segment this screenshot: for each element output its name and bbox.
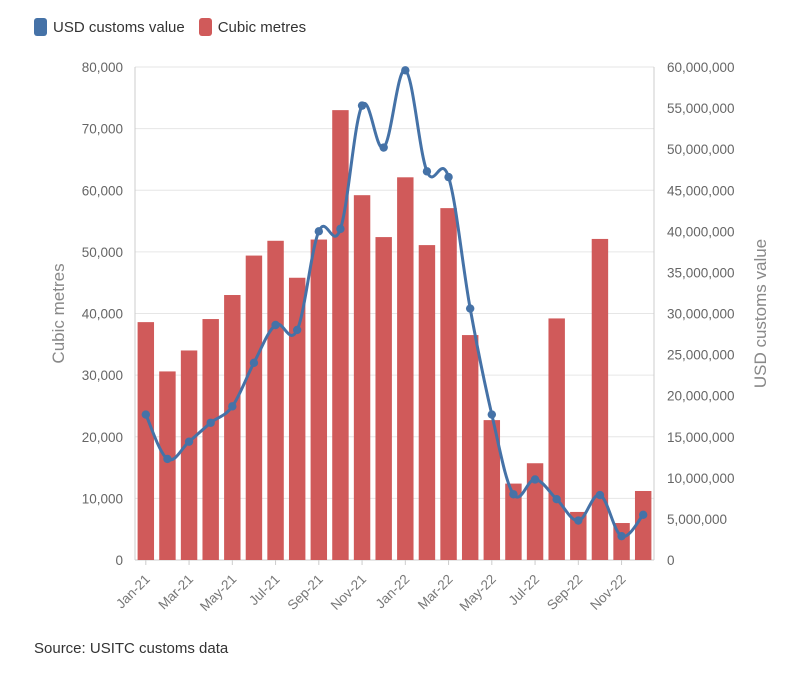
y-right-tick-label: 55,000,000 bbox=[667, 101, 735, 116]
line-point bbox=[401, 66, 410, 75]
bar bbox=[180, 350, 198, 560]
line-point bbox=[422, 167, 432, 176]
bar bbox=[224, 295, 241, 560]
series-line-usd bbox=[144, 68, 645, 538]
legend-item-cubic[interactable]: Cubic metres bbox=[198, 18, 307, 36]
y-right-tick-label: 10,000,000 bbox=[667, 471, 735, 486]
line-point bbox=[249, 358, 259, 367]
bar bbox=[526, 463, 544, 560]
line-point bbox=[206, 418, 215, 427]
line-point bbox=[487, 410, 497, 419]
legend-swatch-usd bbox=[34, 18, 47, 36]
line-point bbox=[336, 224, 345, 234]
bar bbox=[202, 319, 219, 560]
y-right-tick-label: 0 bbox=[667, 553, 675, 568]
bar bbox=[310, 239, 328, 561]
x-tick-label: Jan-21 bbox=[113, 572, 153, 612]
bar bbox=[505, 483, 522, 560]
x-tick-label: Sep-21 bbox=[285, 572, 326, 613]
bar bbox=[548, 318, 565, 560]
bar bbox=[634, 490, 652, 560]
y-left-tick-label: 80,000 bbox=[82, 60, 123, 75]
x-tick-label: Jul-22 bbox=[506, 572, 543, 609]
bar bbox=[397, 177, 414, 560]
legend-swatch-cubic bbox=[198, 18, 212, 36]
y-left-axis-title: Cubic metres bbox=[49, 263, 68, 363]
y-left-tick-label: 0 bbox=[115, 553, 123, 568]
line-point bbox=[163, 454, 172, 464]
line-point bbox=[530, 475, 540, 484]
line-point bbox=[595, 490, 605, 500]
y-right-tick-label: 25,000,000 bbox=[667, 348, 735, 363]
line-point bbox=[574, 516, 583, 525]
legend-label-cubic: Cubic metres bbox=[217, 18, 307, 36]
y-left-tick-label: 70,000 bbox=[82, 122, 123, 137]
bar bbox=[288, 277, 306, 560]
line-point bbox=[271, 320, 280, 330]
line-point bbox=[379, 143, 388, 152]
line-point bbox=[509, 490, 518, 499]
y-left-tick-label: 50,000 bbox=[82, 245, 123, 260]
y-right-tick-label: 30,000,000 bbox=[667, 307, 735, 322]
line-point bbox=[184, 437, 194, 446]
y-left-tick-label: 40,000 bbox=[82, 307, 123, 322]
bar bbox=[591, 238, 609, 560]
line-point bbox=[141, 410, 151, 419]
line-point bbox=[444, 172, 453, 182]
line-point bbox=[292, 325, 302, 335]
bar bbox=[245, 255, 263, 560]
y-right-axis-title: USD customs value bbox=[751, 239, 770, 388]
bar bbox=[375, 237, 392, 560]
legend-label-usd: USD customs value bbox=[53, 18, 185, 36]
y-left-tick-label: 30,000 bbox=[82, 368, 123, 383]
x-tick-label: May-22 bbox=[456, 572, 498, 614]
x-tick-label: Mar-21 bbox=[155, 572, 196, 613]
y-right-tick-label: 15,000,000 bbox=[667, 430, 735, 445]
y-right-tick-label: 40,000,000 bbox=[667, 224, 735, 239]
bar bbox=[267, 240, 284, 560]
line-point bbox=[465, 304, 475, 313]
bar bbox=[159, 371, 176, 560]
x-tick-label: Jan-22 bbox=[373, 572, 413, 612]
line-point bbox=[617, 531, 626, 541]
bar bbox=[461, 335, 479, 560]
x-tick-label: Nov-22 bbox=[587, 572, 628, 613]
line-point bbox=[638, 510, 648, 520]
x-tick-label: Nov-21 bbox=[328, 572, 369, 613]
bar bbox=[332, 110, 349, 560]
line-point bbox=[357, 101, 367, 110]
legend-item-usd[interactable]: USD customs value bbox=[34, 18, 185, 36]
line-point bbox=[552, 494, 561, 504]
y-right-tick-label: 50,000,000 bbox=[667, 142, 735, 157]
line-point bbox=[228, 402, 237, 411]
legend: USD customs value Cubic metres bbox=[34, 18, 306, 36]
y-left-tick-label: 10,000 bbox=[82, 491, 123, 506]
y-right-tick-label: 60,000,000 bbox=[667, 60, 735, 75]
x-tick-label: May-21 bbox=[197, 572, 239, 614]
line-point bbox=[314, 227, 324, 236]
bar bbox=[353, 195, 371, 560]
x-tick-label: Mar-22 bbox=[415, 572, 456, 613]
y-right-tick-label: 35,000,000 bbox=[667, 265, 735, 280]
y-right-tick-label: 20,000,000 bbox=[667, 389, 735, 404]
y-right-tick-label: 5,000,000 bbox=[667, 512, 727, 527]
bar bbox=[440, 208, 457, 560]
bar bbox=[137, 322, 155, 560]
bar bbox=[418, 245, 436, 560]
x-tick-label: Jul-21 bbox=[246, 572, 283, 609]
bar bbox=[570, 511, 587, 560]
y-left-tick-label: 20,000 bbox=[82, 430, 123, 445]
y-right-tick-label: 45,000,000 bbox=[667, 183, 735, 198]
source-note: Source: USITC customs data bbox=[34, 640, 229, 657]
bar bbox=[483, 420, 501, 560]
y-left-tick-label: 60,000 bbox=[82, 183, 123, 198]
x-tick-label: Sep-22 bbox=[544, 572, 585, 613]
